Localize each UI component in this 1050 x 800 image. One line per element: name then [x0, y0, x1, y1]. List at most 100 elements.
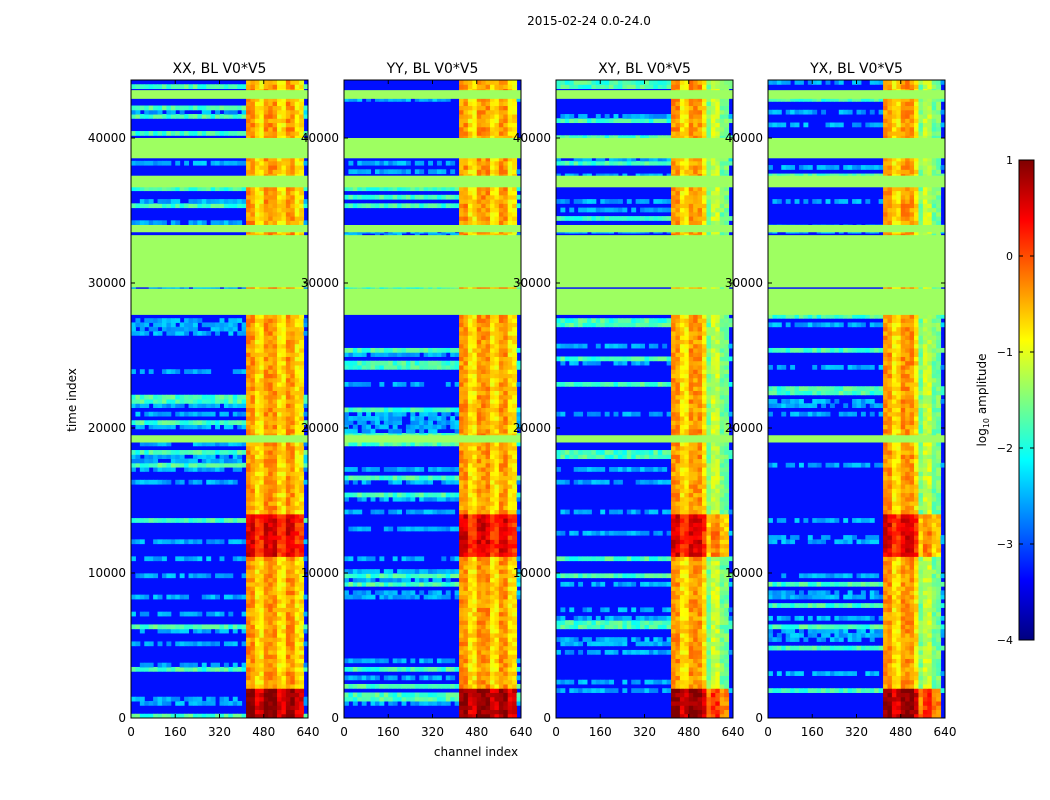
heatmap-cell — [272, 501, 278, 506]
heatmap-cell — [246, 569, 251, 574]
heatmap-cell — [459, 649, 464, 655]
heatmap-cell — [144, 458, 150, 464]
heatmap-cell — [246, 696, 251, 702]
heatmap-cell — [481, 467, 487, 472]
heatmap-cell — [246, 186, 251, 192]
heatmap-cell — [512, 683, 518, 689]
heatmap-cell — [419, 441, 425, 447]
heatmap-cell — [272, 666, 278, 672]
heatmap-cell — [494, 513, 500, 519]
heatmap-cell — [228, 713, 234, 718]
heatmap-cell — [516, 590, 521, 596]
heatmap-cell — [268, 547, 274, 553]
heatmap-cell — [277, 126, 282, 132]
heatmap-cell — [352, 428, 358, 434]
heatmap-cell — [277, 628, 282, 634]
heatmap-cell — [370, 467, 376, 472]
heatmap-cell — [472, 522, 478, 528]
heatmap-cell — [294, 556, 300, 562]
heatmap-cell — [459, 560, 464, 566]
heatmap-cell — [285, 560, 291, 566]
heatmap-cell — [281, 199, 287, 204]
heatmap-cell — [250, 654, 256, 659]
heatmap-cell — [161, 454, 167, 460]
heatmap-cell — [268, 126, 274, 132]
heatmap-cell — [490, 632, 495, 638]
heatmap-cell — [263, 390, 269, 396]
heatmap-cell — [263, 347, 269, 353]
heatmap-cell — [263, 488, 269, 494]
heatmap-cell — [397, 479, 403, 485]
heatmap-cell — [299, 543, 305, 549]
heatmap-cell — [228, 131, 234, 136]
heatmap-cell — [254, 199, 260, 204]
heatmap-cell — [383, 683, 389, 689]
heatmap-cell — [383, 696, 389, 702]
heatmap-cell — [507, 543, 513, 549]
heatmap-cell — [472, 539, 478, 545]
heatmap-cell — [366, 577, 372, 583]
heatmap-cell — [472, 356, 478, 362]
heatmap-cell — [392, 441, 398, 447]
heatmap-cell — [206, 458, 212, 464]
heatmap-cell — [383, 441, 389, 447]
heatmap-cell — [348, 526, 354, 532]
heatmap-cell — [428, 424, 433, 430]
heatmap-cell — [303, 662, 308, 668]
heatmap-cell — [285, 475, 291, 481]
heatmap-cell — [197, 624, 203, 630]
heatmap-cell — [228, 666, 234, 672]
heatmap-cell — [268, 156, 274, 162]
heatmap-cell — [254, 114, 260, 119]
heatmap-cell — [507, 454, 513, 460]
heatmap-cell — [272, 484, 278, 489]
heatmap-cell — [254, 390, 260, 396]
heatmap-cell — [166, 403, 172, 409]
heatmap-cell — [161, 696, 167, 702]
heatmap-cell — [259, 637, 265, 642]
heatmap-cell — [263, 126, 269, 132]
heatmap-cell — [503, 586, 509, 591]
heatmap-cell — [228, 611, 234, 617]
heatmap-cell — [507, 645, 513, 651]
heatmap-cell — [490, 637, 495, 642]
heatmap-cell — [215, 105, 220, 111]
heatmap-cell — [459, 552, 464, 557]
heatmap-cell — [423, 475, 429, 481]
heatmap-cell — [450, 467, 456, 472]
heatmap-cell — [157, 539, 163, 545]
heatmap-cell — [285, 658, 291, 664]
heatmap-cell — [197, 411, 203, 417]
heatmap-cell — [481, 445, 487, 451]
heatmap-cell — [476, 530, 482, 536]
heatmap-cell — [463, 484, 469, 489]
heatmap-cell — [476, 700, 482, 706]
heatmap-cell — [503, 424, 509, 430]
heatmap-cell — [254, 513, 260, 519]
heatmap-cell — [459, 454, 464, 460]
heatmap-cell — [259, 573, 265, 579]
heatmap-cell — [498, 692, 504, 698]
heatmap-cell — [294, 84, 300, 90]
heatmap-cell — [272, 122, 278, 128]
heatmap-cell — [410, 441, 416, 447]
heatmap-cell — [241, 441, 247, 447]
heatmap-cell — [192, 700, 198, 706]
heatmap-cell — [392, 509, 398, 515]
heatmap-cell — [454, 407, 460, 413]
heatmap-cell — [467, 598, 473, 604]
heatmap-cell — [498, 556, 504, 562]
heatmap-cell — [285, 590, 291, 596]
heatmap-cell — [472, 692, 478, 698]
heatmap-cell — [441, 364, 447, 370]
heatmap-cell — [148, 666, 154, 672]
heatmap-cell — [281, 360, 287, 366]
heatmap-cell — [512, 471, 518, 477]
heatmap-cell — [294, 394, 300, 400]
heatmap-cell — [285, 318, 291, 323]
heatmap-cell — [246, 683, 251, 689]
heatmap-cell — [459, 607, 464, 613]
heatmap-cell — [188, 666, 194, 672]
heatmap-cell — [170, 450, 176, 455]
heatmap-cell — [179, 403, 185, 409]
